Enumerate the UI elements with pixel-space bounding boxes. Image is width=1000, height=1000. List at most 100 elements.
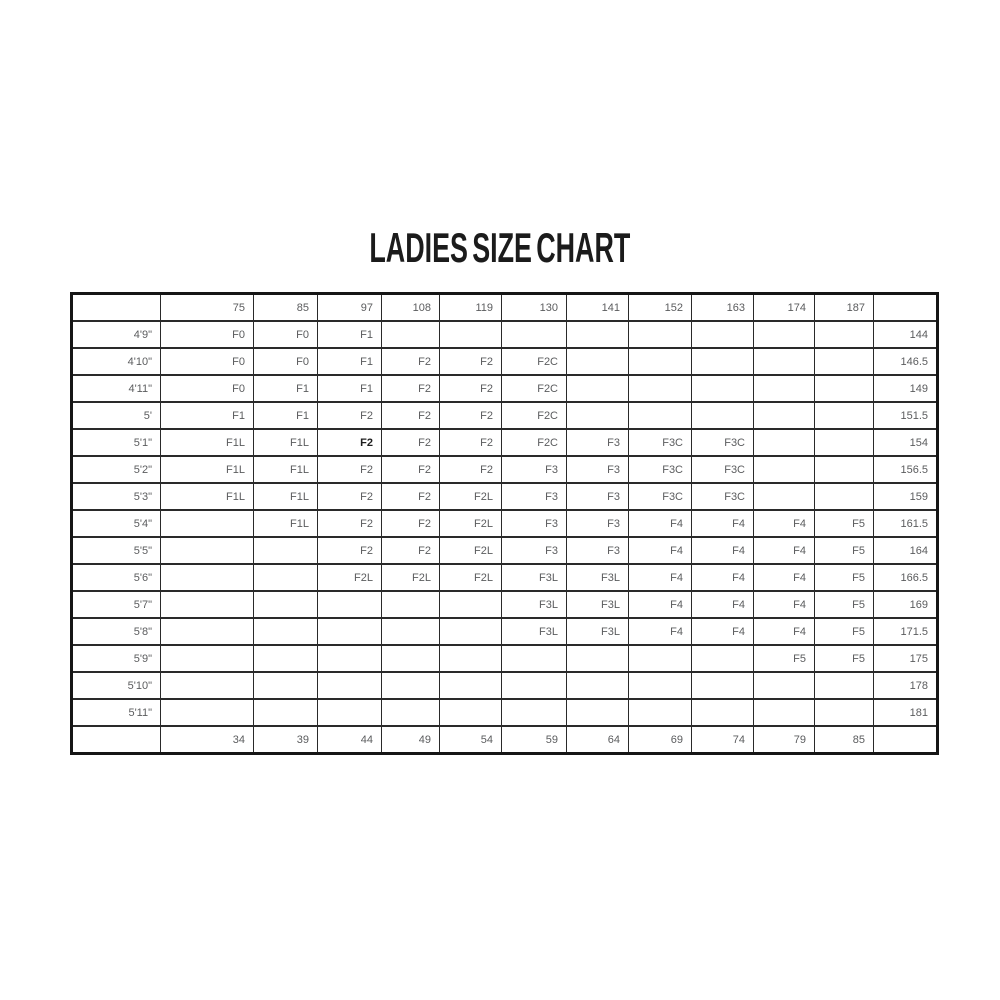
size-cell: F4 — [628, 617, 692, 646]
size-cell — [628, 320, 692, 349]
size-cell: F3C — [691, 455, 754, 484]
size-cell: F4 — [628, 590, 692, 619]
size-cell — [381, 617, 440, 646]
size-cell — [814, 374, 874, 403]
height-cm-cell: 149 — [873, 374, 938, 403]
size-cell — [628, 671, 692, 700]
size-cell: F3L — [566, 563, 629, 592]
size-cell: F5 — [814, 617, 874, 646]
size-cell: F1L — [160, 428, 254, 457]
size-cell — [501, 671, 567, 700]
weight-lbs-header-cell: 187 — [814, 292, 874, 322]
weight-kg-footer-cell: 85 — [814, 725, 874, 755]
size-cell: F2C — [501, 401, 567, 430]
size-cell — [253, 563, 318, 592]
size-cell: F2 — [317, 455, 382, 484]
size-cell — [253, 644, 318, 673]
size-cell — [814, 347, 874, 376]
size-cell: F5 — [814, 536, 874, 565]
size-cell: F1L — [253, 509, 318, 538]
size-cell: F2 — [439, 428, 502, 457]
size-cell — [253, 536, 318, 565]
height-ft-label-cell: 5'5" — [71, 536, 161, 565]
size-cell: F1L — [160, 455, 254, 484]
weight-lbs-header-cell: 174 — [753, 292, 815, 322]
weight-kg-footer-cell: 74 — [691, 725, 754, 755]
chart-title-container: LADIES SIZE CHART — [0, 227, 1000, 269]
size-cell — [381, 644, 440, 673]
weights-kg-footer-row: 34 39 44 49 54 59 64 69 74 79 85 — [71, 725, 938, 755]
size-cell: F4 — [753, 536, 815, 565]
size-cell: F3 — [501, 509, 567, 538]
height-cm-cell: 146.5 — [873, 347, 938, 376]
weight-kg-footer-cell: 49 — [381, 725, 440, 755]
size-cell — [439, 320, 502, 349]
height-ft-label-cell: 5'11" — [71, 698, 161, 727]
weight-kg-footer-cell: 39 — [253, 725, 318, 755]
height-cm-cell: 154 — [873, 428, 938, 457]
size-cell — [753, 428, 815, 457]
size-cell: F1 — [317, 320, 382, 349]
size-cell: F0 — [160, 347, 254, 376]
weight-lbs-header-cell: 97 — [317, 292, 382, 322]
size-cell: F4 — [691, 590, 754, 619]
size-cell — [628, 698, 692, 727]
size-cell: F3L — [501, 590, 567, 619]
height-ft-label-cell: 5'7" — [71, 590, 161, 619]
ladies-size-table: 75 85 97 108 119 130 141 152 163 174 187 4'9" F0 F0 F1… — [70, 292, 939, 755]
size-cell: F2C — [501, 347, 567, 376]
size-cell: F0 — [160, 374, 254, 403]
size-cell: F4 — [691, 509, 754, 538]
size-cell: F1 — [317, 374, 382, 403]
weights-lbs-header-row: 75 85 97 108 119 130 141 152 163 174 187 — [71, 292, 938, 322]
corner-cell-top-right — [873, 292, 938, 322]
height-cm-cell: 178 — [873, 671, 938, 700]
height-ft-label-cell: 5'6" — [71, 563, 161, 592]
height-ft-label-cell: 4'9" — [71, 320, 161, 349]
size-row: 5'3" F1L F1L F2 F2 F2L F3 F3 F3C F3C 159 — [71, 482, 938, 511]
height-ft-label-cell: 5'2" — [71, 455, 161, 484]
size-cell: F2 — [317, 509, 382, 538]
size-cell — [160, 644, 254, 673]
size-cell — [501, 320, 567, 349]
size-cell: F3 — [566, 455, 629, 484]
size-cell: F0 — [253, 320, 318, 349]
size-row: 5'10" 178 — [71, 671, 938, 700]
size-cell — [814, 671, 874, 700]
size-cell: F2 — [381, 455, 440, 484]
size-cell: F2L — [439, 482, 502, 511]
weight-lbs-header-cell: 85 — [253, 292, 318, 322]
size-cell: F3 — [501, 536, 567, 565]
size-cell: F3C — [628, 428, 692, 457]
weight-kg-footer-cell: 34 — [160, 725, 254, 755]
size-cell: F5 — [814, 644, 874, 673]
size-cell — [814, 482, 874, 511]
size-row: 5'11" 181 — [71, 698, 938, 727]
height-ft-label-cell: 5'10" — [71, 671, 161, 700]
size-cell — [501, 644, 567, 673]
size-row: 4'11" F0 F1 F1 F2 F2 F2C 149 — [71, 374, 938, 403]
size-cell: F1 — [253, 401, 318, 430]
size-cell — [814, 401, 874, 430]
size-cell: F2 — [317, 428, 382, 457]
size-cell — [317, 590, 382, 619]
size-cell: F3C — [628, 482, 692, 511]
size-cell: F1 — [160, 401, 254, 430]
size-cell — [381, 590, 440, 619]
weight-kg-footer-cell: 79 — [753, 725, 815, 755]
size-cell: F4 — [628, 563, 692, 592]
size-cell — [381, 320, 440, 349]
size-cell — [691, 347, 754, 376]
size-cell — [317, 698, 382, 727]
size-cell — [753, 401, 815, 430]
size-cell: F2C — [501, 428, 567, 457]
size-cell — [814, 428, 874, 457]
size-cell: F2 — [381, 536, 440, 565]
size-cell — [253, 590, 318, 619]
size-cell: F5 — [814, 509, 874, 538]
height-cm-cell: 166.5 — [873, 563, 938, 592]
size-cell — [753, 482, 815, 511]
size-row: 5'1" F1L F1L F2 F2 F2 F2C F3 F3C F3C 154 — [71, 428, 938, 457]
size-cell: F2 — [317, 536, 382, 565]
size-cell: F4 — [753, 617, 815, 646]
